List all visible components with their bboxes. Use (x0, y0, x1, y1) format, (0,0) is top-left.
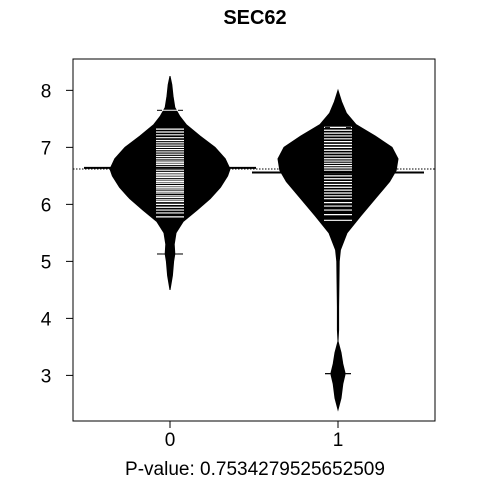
y-tick-label: 7 (41, 138, 52, 159)
plot-area (73, 75, 435, 412)
bean-shape (277, 88, 399, 412)
y-tick-label: 3 (41, 366, 52, 387)
bean-group-1 (252, 88, 424, 412)
y-tick-label: 8 (41, 81, 52, 102)
y-tick-label: 5 (41, 252, 52, 273)
bean-group-0 (84, 75, 256, 290)
chart-title: SEC62 (223, 7, 286, 29)
y-tick-label: 4 (41, 309, 52, 330)
y-axis: 3 4 5 6 7 8 (41, 81, 74, 387)
plot-frame (72, 58, 436, 422)
y-tick-label: 6 (41, 195, 52, 216)
x-tick-label: 1 (333, 430, 344, 451)
x-tick-label: 0 (165, 430, 176, 451)
x-axis-label: P-value: 0.7534279525652509 (125, 459, 385, 480)
